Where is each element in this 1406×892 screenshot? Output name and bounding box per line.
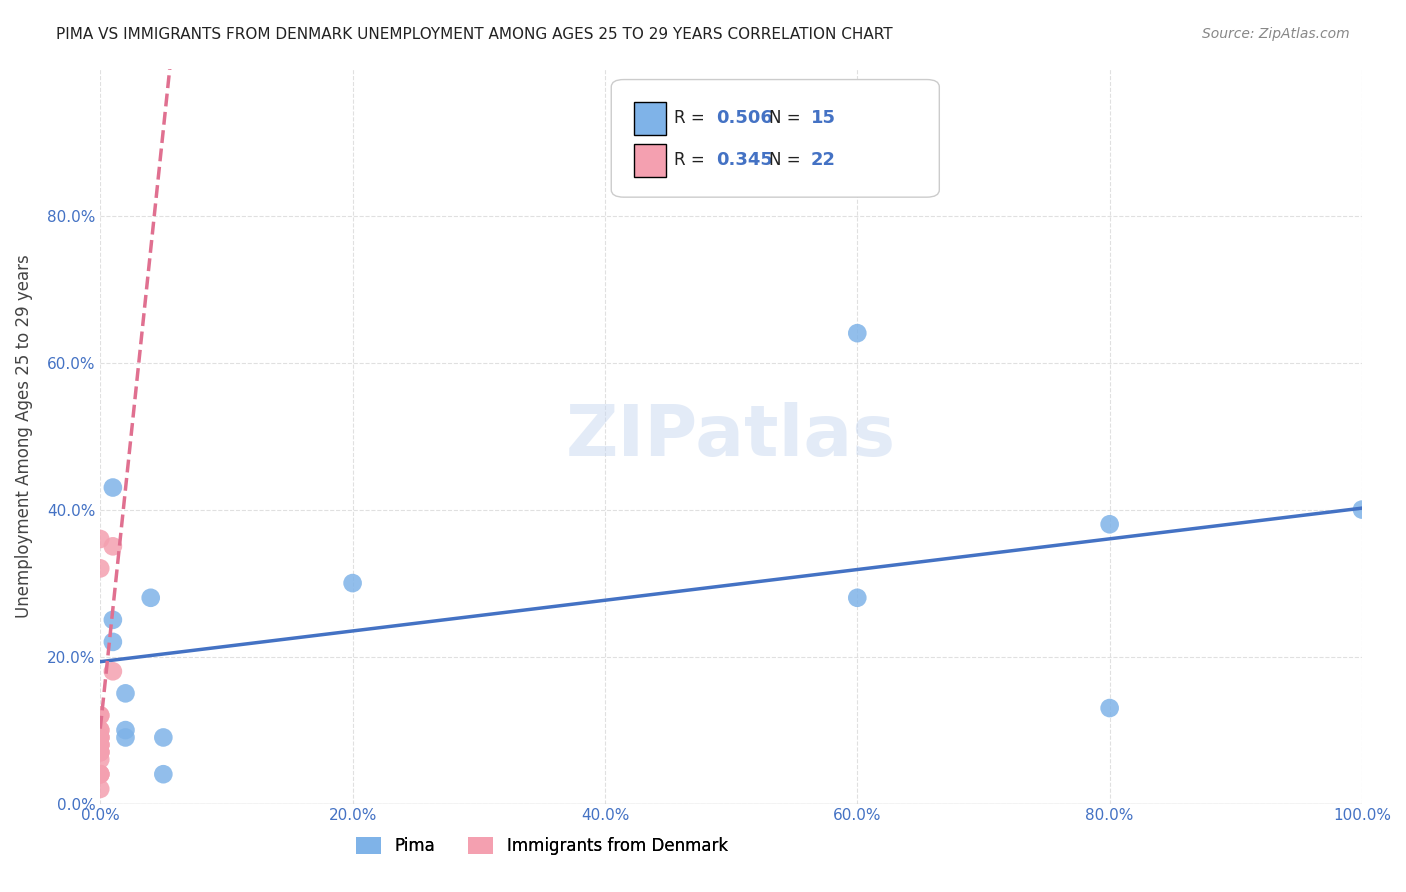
Text: 0.345: 0.345 — [716, 152, 773, 169]
Legend: Pima, Immigrants from Denmark: Pima, Immigrants from Denmark — [349, 830, 734, 862]
Point — [89, 752, 111, 766]
Point — [89, 561, 111, 575]
FancyBboxPatch shape — [634, 102, 665, 135]
Point — [114, 723, 136, 738]
Point — [152, 731, 174, 745]
Point — [114, 731, 136, 745]
Point — [89, 723, 111, 738]
Point — [89, 708, 111, 723]
Text: ZIPatlas: ZIPatlas — [567, 401, 896, 471]
Point — [89, 738, 111, 752]
Point — [89, 731, 111, 745]
Point — [101, 481, 124, 495]
Point — [846, 591, 869, 605]
Point — [89, 745, 111, 759]
Point — [152, 767, 174, 781]
Text: 0.506: 0.506 — [716, 109, 773, 127]
Point — [89, 745, 111, 759]
Point — [89, 781, 111, 796]
Point — [114, 686, 136, 700]
Point — [89, 767, 111, 781]
Point — [101, 665, 124, 679]
Point — [139, 591, 162, 605]
Point — [1098, 701, 1121, 715]
Point — [89, 731, 111, 745]
Text: 22: 22 — [811, 152, 835, 169]
Point — [89, 723, 111, 738]
Point — [101, 613, 124, 627]
Point — [1098, 517, 1121, 532]
Text: 15: 15 — [811, 109, 835, 127]
FancyBboxPatch shape — [612, 79, 939, 197]
Point — [89, 738, 111, 752]
Point — [342, 576, 364, 591]
Point — [101, 635, 124, 649]
Point — [1351, 502, 1374, 516]
Text: PIMA VS IMMIGRANTS FROM DENMARK UNEMPLOYMENT AMONG AGES 25 TO 29 YEARS CORRELATI: PIMA VS IMMIGRANTS FROM DENMARK UNEMPLOY… — [56, 27, 893, 42]
Point — [89, 767, 111, 781]
Point — [89, 532, 111, 546]
Text: N =: N = — [769, 152, 806, 169]
Text: N =: N = — [769, 109, 806, 127]
Text: Source: ZipAtlas.com: Source: ZipAtlas.com — [1202, 27, 1350, 41]
FancyBboxPatch shape — [634, 144, 665, 177]
Point — [846, 326, 869, 340]
Text: R =: R = — [675, 109, 710, 127]
Point — [89, 708, 111, 723]
Point — [89, 731, 111, 745]
Point — [89, 767, 111, 781]
Text: R =: R = — [675, 152, 710, 169]
Y-axis label: Unemployment Among Ages 25 to 29 years: Unemployment Among Ages 25 to 29 years — [15, 254, 32, 618]
Point — [89, 738, 111, 752]
Point — [89, 745, 111, 759]
Point — [101, 539, 124, 553]
